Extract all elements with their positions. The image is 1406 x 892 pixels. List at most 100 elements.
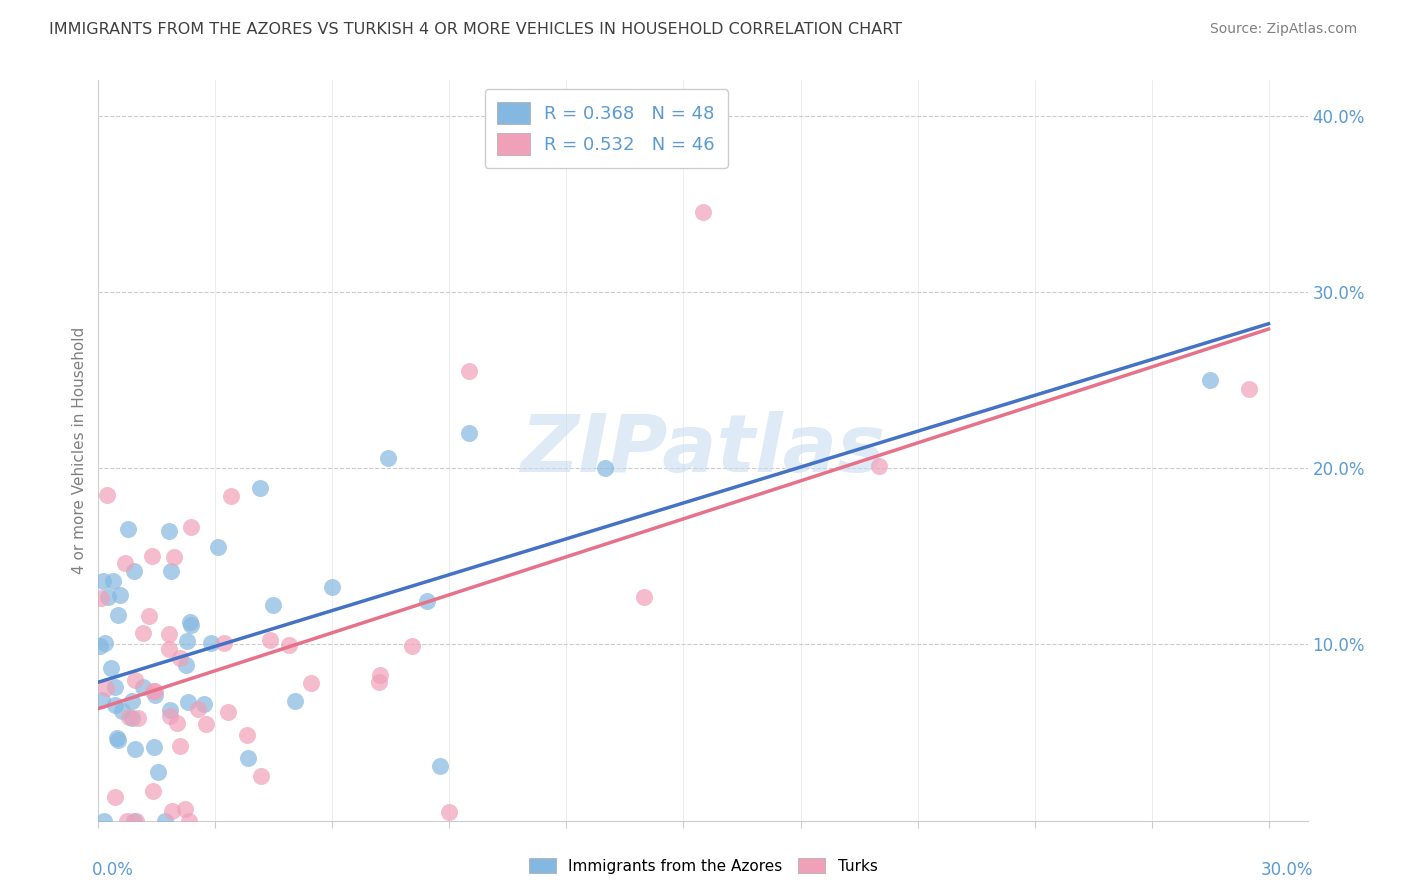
Point <box>131 625 153 640</box>
Point <box>101 574 124 589</box>
Text: Source: ZipAtlas.com: Source: ZipAtlas.com <box>1209 22 1357 37</box>
Point <box>169 650 191 665</box>
Point <box>278 638 301 652</box>
Point <box>153 814 176 828</box>
Point <box>633 590 655 604</box>
Point <box>89 639 111 653</box>
Point <box>157 641 180 656</box>
Point <box>180 520 202 534</box>
Point <box>368 675 391 690</box>
Legend: R = 0.368   N = 48, R = 0.532   N = 46: R = 0.368 N = 48, R = 0.532 N = 46 <box>485 89 728 168</box>
Point <box>142 740 165 755</box>
Point <box>124 673 146 687</box>
Point <box>283 693 305 707</box>
Point <box>143 688 166 702</box>
Point <box>250 769 273 783</box>
Point <box>193 697 215 711</box>
Point <box>377 451 399 466</box>
Point <box>259 633 281 648</box>
Point <box>166 715 188 730</box>
Point <box>439 805 461 820</box>
Point <box>141 549 163 563</box>
Point <box>107 608 129 623</box>
Point <box>1237 382 1260 396</box>
Point <box>174 802 197 816</box>
Text: ZIPatlas: ZIPatlas <box>520 411 886 490</box>
Point <box>125 814 148 828</box>
Point <box>160 564 183 578</box>
Point <box>179 615 201 629</box>
Point <box>141 784 163 798</box>
Point <box>159 703 181 717</box>
Point <box>429 758 451 772</box>
Y-axis label: 4 or more Vehicles in Household: 4 or more Vehicles in Household <box>72 326 87 574</box>
Point <box>132 680 155 694</box>
Point <box>96 681 118 696</box>
Legend: Immigrants from the Azores, Turks: Immigrants from the Azores, Turks <box>523 852 883 880</box>
Point <box>96 488 118 502</box>
Point <box>107 733 129 747</box>
Point <box>249 481 271 495</box>
Point <box>104 789 127 804</box>
Point <box>458 425 481 440</box>
Point <box>1199 373 1222 387</box>
Point <box>138 608 160 623</box>
Point <box>416 594 439 608</box>
Point <box>100 660 122 674</box>
Point <box>212 636 235 650</box>
Point <box>142 683 165 698</box>
Point <box>368 668 391 682</box>
Point <box>200 636 222 650</box>
Point <box>160 804 183 818</box>
Point <box>127 711 149 725</box>
Point <box>121 694 143 708</box>
Point <box>187 702 209 716</box>
Point <box>174 657 197 672</box>
Point <box>91 574 114 589</box>
Point <box>157 627 180 641</box>
Point <box>194 717 217 731</box>
Point <box>146 765 169 780</box>
Text: IMMIGRANTS FROM THE AZORES VS TURKISH 4 OR MORE VEHICLES IN HOUSEHOLD CORRELATIO: IMMIGRANTS FROM THE AZORES VS TURKISH 4 … <box>49 22 903 37</box>
Point <box>90 693 112 707</box>
Point <box>321 580 343 594</box>
Point <box>236 728 259 742</box>
Point <box>299 675 322 690</box>
Point <box>104 698 127 712</box>
Point <box>180 617 202 632</box>
Point <box>117 522 139 536</box>
Point <box>94 636 117 650</box>
Point <box>692 205 714 219</box>
Point <box>97 591 120 605</box>
Point <box>262 598 284 612</box>
Point <box>115 814 138 828</box>
Point <box>143 684 166 698</box>
Point <box>207 541 229 555</box>
Point <box>169 739 191 753</box>
Point <box>217 705 239 719</box>
Point <box>177 814 200 828</box>
Point <box>90 591 112 606</box>
Point <box>157 524 180 538</box>
Text: 30.0%: 30.0% <box>1261 862 1313 880</box>
Point <box>111 704 134 718</box>
Point <box>868 458 890 473</box>
Point <box>595 461 617 475</box>
Point <box>159 709 181 723</box>
Point <box>121 711 143 725</box>
Point <box>401 639 423 653</box>
Point <box>108 589 131 603</box>
Point <box>122 814 145 828</box>
Point <box>118 710 141 724</box>
Point <box>122 564 145 578</box>
Point <box>104 680 127 694</box>
Point <box>177 695 200 709</box>
Point <box>176 633 198 648</box>
Point <box>93 814 115 828</box>
Point <box>221 490 243 504</box>
Point <box>105 731 128 745</box>
Text: 0.0%: 0.0% <box>93 862 134 880</box>
Point <box>458 364 481 378</box>
Point <box>114 556 136 570</box>
Point <box>163 549 186 564</box>
